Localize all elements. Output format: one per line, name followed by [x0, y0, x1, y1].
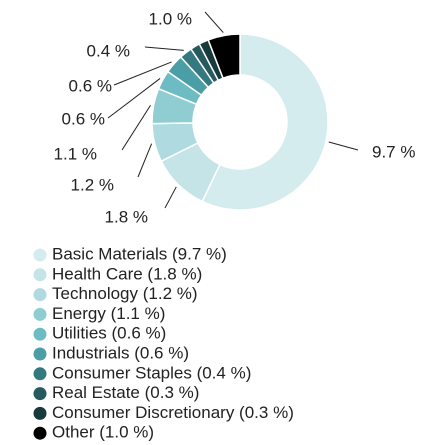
leader-line [137, 143, 153, 178]
legend-swatch [33, 367, 47, 381]
data-label: 1.2 % [71, 175, 114, 194]
legend-swatch [33, 327, 47, 341]
legend-swatch [33, 307, 47, 321]
legend-swatch [33, 426, 47, 440]
donut-slice [207, 33, 241, 80]
leader-line [144, 46, 184, 51]
legend-swatch [33, 268, 47, 282]
leader-line [121, 105, 151, 151]
legend-label: Technology (1.2 %) [52, 284, 198, 303]
leader-line [164, 186, 177, 209]
data-label: 0.6 % [69, 76, 112, 95]
legend-swatch [33, 406, 47, 420]
legend-label: Other (1.0 %) [52, 423, 154, 442]
legend-label: Real Estate (0.3 %) [52, 383, 199, 402]
data-label: 0.6 % [62, 109, 105, 128]
leader-line [204, 11, 224, 33]
donut-slice [201, 33, 329, 211]
data-label: 0.4 % [87, 41, 130, 60]
leader-line [328, 141, 359, 151]
data-label: 1.1 % [54, 144, 97, 163]
legend-swatch [33, 387, 47, 401]
legend-label: Industrials (0.6 %) [52, 343, 189, 362]
legend-label: Health Care (1.8 %) [52, 264, 202, 283]
legend-label: Utilities (0.6 %) [52, 324, 166, 343]
legend-label: Consumer Staples (0.4 %) [52, 363, 251, 382]
legend-label: Basic Materials (9.7 %) [52, 244, 227, 263]
data-label: 1.0 % [149, 9, 192, 28]
data-label: 1.8 % [105, 207, 148, 226]
leader-line [107, 78, 161, 119]
legend-swatch [33, 347, 47, 361]
data-label: 9.7 % [372, 142, 415, 161]
legend-swatch [33, 288, 47, 302]
legend-swatch [33, 248, 47, 262]
legend-label: Energy (1.1 %) [52, 304, 165, 323]
legend-label: Consumer Discretionary (0.3 %) [52, 403, 294, 422]
leader-line [113, 61, 172, 86]
